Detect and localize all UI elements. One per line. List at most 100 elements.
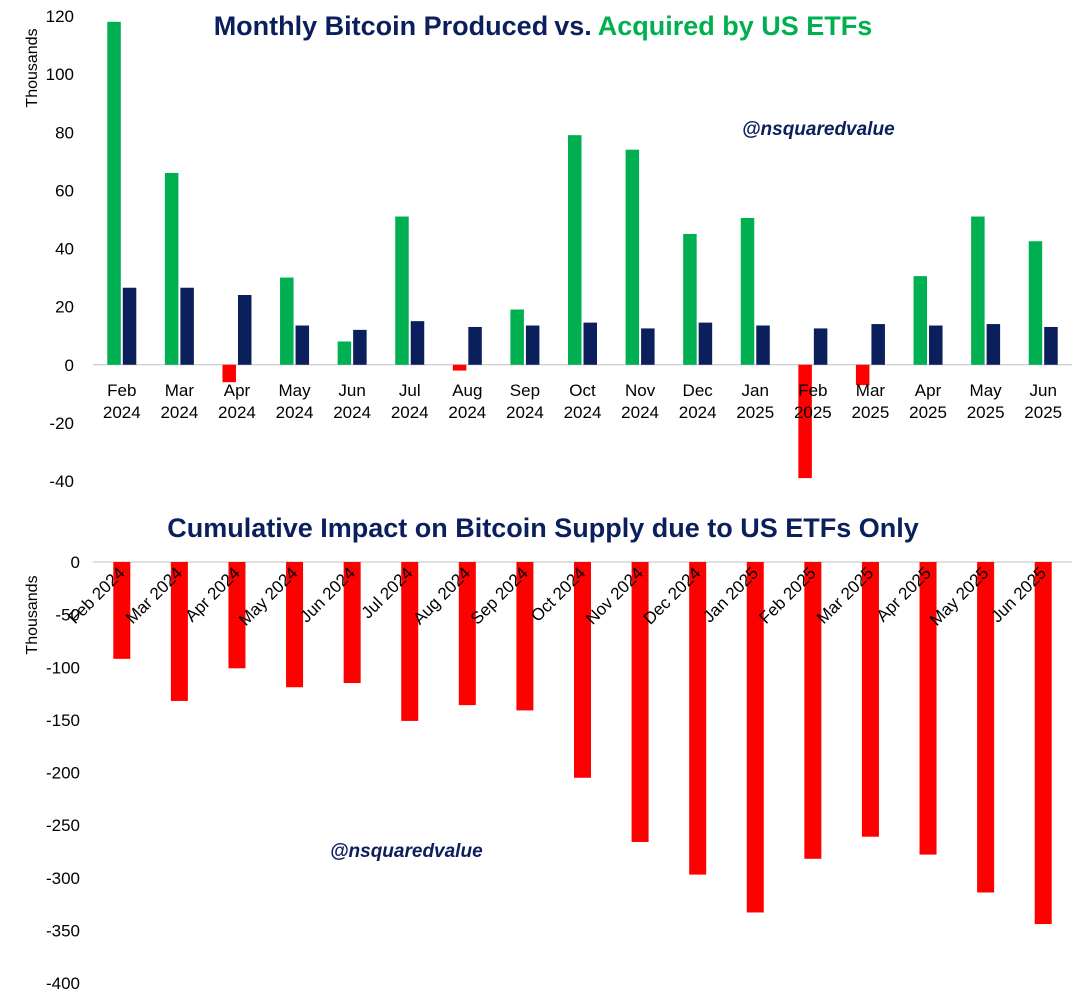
top-x-tick-month: Feb	[107, 381, 136, 400]
top-y-tick-label: 80	[55, 123, 74, 142]
top-x-tick-year: 2024	[621, 403, 659, 422]
top-title-part-produced: Monthly Bitcoin Produced	[214, 11, 549, 41]
bottom-bar-cumulative	[574, 562, 591, 778]
bottom-watermark: @nsquaredvalue	[330, 841, 483, 862]
top-bar-produced	[871, 324, 885, 365]
top-x-tick-month: Jan	[742, 381, 769, 400]
top-x-tick-year: 2024	[276, 403, 314, 422]
top-title-part-acquired: Acquired by US ETFs	[598, 11, 873, 41]
top-bar-produced	[1044, 326, 1058, 365]
bottom-bar-cumulative	[861, 562, 879, 837]
top-watermark: @nsquaredvalue	[742, 119, 895, 140]
top-x-tick-year: 2024	[506, 403, 544, 422]
top-x-tick-year: 2024	[391, 403, 429, 422]
top-bar-acquired	[855, 364, 870, 386]
bottom-bar-cumulative	[631, 562, 649, 842]
top-y-tick-label: -20	[49, 414, 74, 433]
top-bar-produced	[410, 321, 425, 365]
top-x-tick-year: 2025	[909, 403, 947, 422]
top-title-part-vs: vs.	[554, 11, 592, 41]
bottom-bar-cumulative	[170, 562, 188, 701]
bottom-bar-cumulative	[919, 562, 937, 855]
top-x-tick-year: 2024	[448, 403, 486, 422]
bottom-y-tick-label: -200	[46, 764, 80, 783]
bottom-bar-cumulative	[286, 562, 304, 688]
bottom-bar-cumulative	[343, 562, 361, 684]
top-x-tick-month: Oct	[569, 381, 596, 400]
top-x-tick-month: Jun	[1029, 381, 1056, 400]
top-bar-produced	[237, 295, 252, 365]
top-y-tick-label: 100	[46, 65, 74, 84]
bottom-bar-cumulative	[401, 562, 419, 721]
top-bar-acquired	[625, 149, 640, 365]
top-x-tick-year: 2025	[794, 403, 832, 422]
bottom-y-tick-label: -300	[46, 869, 80, 888]
top-x-tick-month: Mar	[856, 381, 886, 400]
top-x-tick-year: 2024	[679, 403, 717, 422]
bottom-y-tick-label: -100	[46, 658, 80, 677]
top-chart-plot: 120 100 80 60 40 20 0 -20 -40 Feb 2024 Mar 2024 Apr 20…	[46, 7, 1072, 491]
top-bar-produced	[468, 326, 482, 365]
top-bar-produced	[698, 322, 713, 365]
top-bar-acquired	[510, 309, 524, 365]
top-x-tick-year: 2025	[967, 403, 1005, 422]
top-bar-acquired	[222, 364, 236, 383]
top-x-tick-year: 2024	[564, 403, 602, 422]
top-y-tick-label: 60	[55, 181, 74, 200]
bottom-y-axis-label: Thousands	[24, 575, 41, 654]
bottom-y-tick-label: -350	[46, 921, 80, 940]
top-bar-acquired	[740, 217, 755, 365]
top-bar-acquired	[971, 216, 985, 365]
bottom-y-tick-label: -400	[46, 974, 80, 993]
top-x-tick-month: Jul	[399, 381, 421, 400]
top-x-tick-year: 2024	[103, 403, 141, 422]
top-y-tick-label: -40	[49, 472, 74, 491]
top-bar-acquired	[913, 276, 928, 365]
top-bar-produced	[525, 325, 540, 365]
top-bar-produced	[353, 329, 367, 365]
top-bar-produced	[295, 325, 310, 365]
top-x-tick-month: Mar	[165, 381, 195, 400]
top-y-tick-label: 0	[65, 356, 74, 375]
bottom-y-tick-label: -250	[46, 816, 80, 835]
bottom-bar-cumulative	[516, 562, 534, 711]
top-bar-acquired	[337, 341, 352, 365]
top-bar-produced	[986, 324, 1001, 365]
top-bar-acquired	[683, 233, 697, 365]
top-y-tick-label: 40	[55, 240, 74, 259]
top-bar-produced	[180, 287, 194, 365]
top-x-tick-year: 2024	[160, 403, 198, 422]
top-bar-produced	[583, 322, 597, 365]
top-x-tick-year: 2024	[333, 403, 371, 422]
bottom-bar-cumulative	[113, 562, 131, 659]
top-x-tick-month: Apr	[224, 381, 251, 400]
bottom-bar-cumulative	[804, 562, 822, 859]
top-x-tick-month: May	[970, 381, 1003, 400]
top-x-tick-month: May	[278, 381, 311, 400]
bottom-y-tick-label: 0	[71, 553, 80, 572]
top-x-tick-month: Feb	[798, 381, 827, 400]
top-x-tick-year: 2024	[218, 403, 256, 422]
top-bar-acquired	[107, 21, 121, 365]
top-x-tick-month: Nov	[625, 381, 656, 400]
bottom-y-tick-label: -50	[55, 606, 80, 625]
top-bar-acquired	[164, 172, 179, 365]
bottom-bar-cumulative	[689, 562, 707, 875]
top-bar-produced	[641, 328, 655, 365]
bottom-chart-title: Cumulative Impact on Bitcoin Supply due …	[167, 513, 919, 543]
top-x-tick-year: 2025	[852, 403, 890, 422]
top-x-tick-month: Sep	[510, 381, 540, 400]
bottom-bar-cumulative	[746, 562, 764, 913]
top-bar-produced	[122, 287, 137, 365]
top-bar-produced	[756, 325, 770, 365]
bottom-bar-cumulative	[458, 562, 476, 706]
top-bar-acquired	[798, 364, 812, 479]
top-y-tick-label: 120	[46, 7, 74, 26]
top-bar-produced	[929, 325, 943, 365]
top-x-tick-month: Jun	[338, 381, 365, 400]
top-bar-produced	[813, 328, 828, 365]
top-bar-acquired	[452, 364, 467, 371]
top-chart-title: Monthly Bitcoin Produced vs. Acquired by U…	[214, 11, 873, 41]
